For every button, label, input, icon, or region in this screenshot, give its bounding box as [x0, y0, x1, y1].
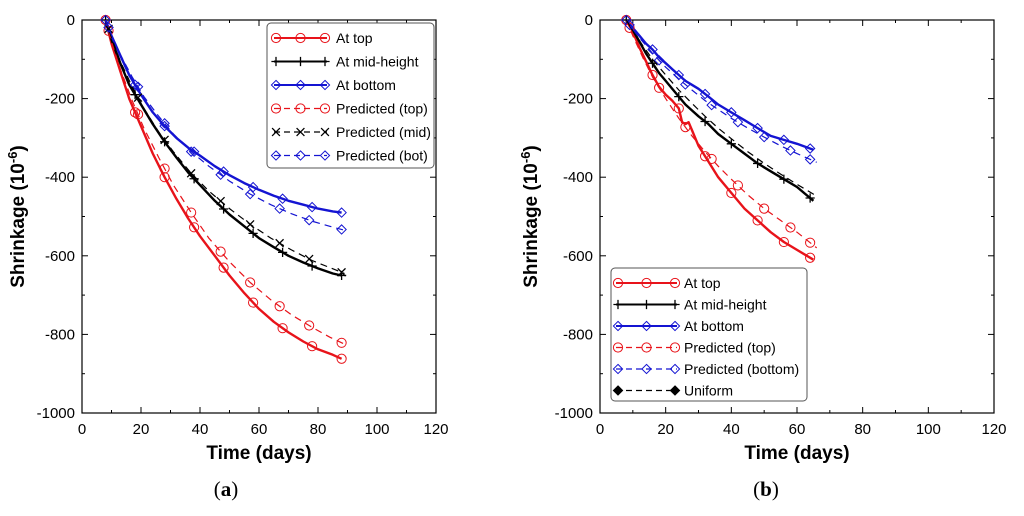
x-tick-label: 80 — [854, 421, 871, 438]
legend-label: At bottom — [336, 77, 396, 93]
series-line-at-bottom — [626, 20, 813, 150]
series-uniform — [626, 20, 816, 196]
data-point-predicted-mid — [217, 197, 225, 205]
x-tick-label: 0 — [596, 421, 604, 438]
chart-panel-a: 0 20 40 60 80 100 120 0 -200 -400 -600 -800 -1000 Tim… — [5, 12, 449, 501]
series-line-uniform — [626, 20, 816, 196]
legend-label: Predicted (top) — [684, 340, 776, 356]
y-tick-label: -200 — [563, 91, 593, 108]
data-point-predicted-bottom — [786, 146, 795, 155]
y-tick-label: 0 — [67, 12, 75, 29]
y-axis-title: Shrinkage (10-6) — [5, 145, 29, 288]
legend-label: At mid-height — [336, 54, 419, 70]
x-tick-label: 120 — [981, 421, 1006, 438]
data-point-predicted-top — [760, 204, 769, 213]
y-tick-label: -200 — [45, 91, 75, 108]
caption-open-paren: ( — [214, 477, 221, 501]
x-tick-label: 120 — [423, 421, 448, 438]
panel-caption: (b) — [753, 477, 779, 501]
legend: At top At mid-height At bottom Predicted (t… — [267, 23, 434, 168]
y-tick-label: -400 — [563, 169, 593, 186]
x-tick-label: 40 — [723, 421, 740, 438]
series-at-mid-height — [622, 15, 815, 202]
y-tick-label: 0 — [585, 12, 593, 29]
x-tick-label: 100 — [916, 421, 941, 438]
legend-label: Predicted (mid) — [336, 124, 431, 140]
caption-close-paren: ) — [772, 477, 779, 501]
legend-label: Uniform — [684, 383, 733, 399]
legend-label: At bottom — [684, 318, 744, 334]
y-tick-label: -1000 — [555, 405, 593, 422]
x-tick-label: 80 — [310, 421, 327, 438]
caption-letter: b — [760, 477, 772, 501]
x-tick-label: 60 — [251, 421, 268, 438]
x-axis-title: Time (days) — [206, 443, 311, 464]
x-axis-title: Time (days) — [744, 443, 849, 464]
series-line-predicted-top — [626, 20, 816, 248]
data-point-predicted-top — [733, 181, 742, 190]
y-axis-title: Shrinkage (10-6) — [518, 145, 542, 288]
y-tick-label: -1000 — [37, 405, 75, 422]
x-tick-label: 20 — [657, 421, 674, 438]
data-point-predicted-top — [216, 247, 225, 256]
caption-close-paren: ) — [231, 477, 238, 501]
y-axis-title-exponent: -6 — [5, 152, 20, 164]
data-point-predicted-mid — [305, 255, 313, 263]
data-point-predicted-bot — [305, 216, 314, 225]
data-point-predicted-mid — [276, 239, 284, 247]
y-tick-label: -600 — [563, 248, 593, 265]
y-axis-title-base: Shrinkage (10 — [521, 163, 542, 288]
y-tick-label: -800 — [45, 326, 75, 343]
data-point-predicted-top — [187, 208, 196, 217]
x-tick-label: 0 — [78, 421, 86, 438]
series-predicted-top — [625, 20, 817, 248]
y-tick-label: -600 — [45, 248, 75, 265]
caption-open-paren: ( — [753, 477, 760, 501]
y-axis-title-close: ) — [8, 145, 29, 151]
legend-label: At top — [684, 275, 721, 291]
panel-caption: (a) — [214, 477, 239, 501]
y-tick-label: -800 — [563, 326, 593, 343]
legend-label: Predicted (bottom) — [684, 361, 799, 377]
x-tick-label: 20 — [133, 421, 150, 438]
data-point-predicted-mid — [246, 220, 254, 228]
y-axis-title-close: ) — [521, 145, 542, 151]
legend-label: At top — [336, 30, 373, 46]
x-tick-label: 100 — [364, 421, 389, 438]
y-axis-title-base: Shrinkage (10 — [8, 163, 29, 288]
figure: 0 20 40 60 80 100 1200-200-400-600-800-1000Tim… — [0, 0, 1024, 516]
y-tick-label: -400 — [45, 169, 75, 186]
legend-label: At mid-height — [684, 297, 767, 313]
x-tick-label: 60 — [789, 421, 806, 438]
y-axis-title-exponent: -6 — [518, 152, 533, 164]
chart-panel-b: 0 20 40 60 80 100 120 0 -200 -400 -600 -800 -1000 Tim… — [518, 12, 1007, 501]
legend-label: Predicted (top) — [336, 101, 428, 117]
legend: At top At mid-height At bottom Predicted (t… — [611, 268, 807, 401]
x-tick-label: 40 — [192, 421, 209, 438]
legend-label: Predicted (bot) — [336, 148, 428, 164]
caption-letter: a — [221, 477, 232, 501]
series-predicted-bottom — [625, 20, 817, 164]
